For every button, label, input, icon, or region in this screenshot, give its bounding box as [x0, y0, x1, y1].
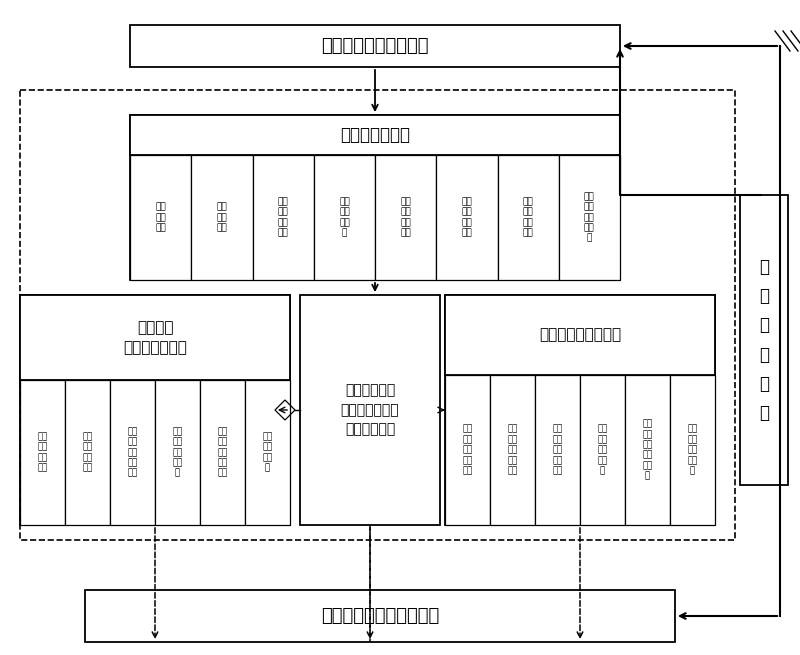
Bar — [200, 380, 245, 525]
Text: 冷凝
水回
收诊
断模
型: 冷凝 水回 收诊 断模 型 — [584, 192, 594, 243]
Bar — [314, 155, 375, 280]
Bar — [110, 380, 155, 525]
Text: 能量系统
优化方案知识库: 能量系统 优化方案知识库 — [123, 320, 187, 355]
Text: 夹点
技术
分析
模型: 夹点 技术 分析 模型 — [522, 197, 534, 238]
Text: 运行
参数
的优
化方
案: 运行 参数 的优 化方 案 — [172, 427, 182, 477]
Text: 气罩
通风
系统
改造
方案: 气罩 通风 系统 改造 方案 — [127, 427, 138, 477]
Bar — [670, 375, 715, 525]
Bar — [20, 90, 735, 540]
Text: 投资
回报
率核
算模
型: 投资 回报 率核 算模 型 — [687, 424, 698, 476]
Text: 能量
平衡
模型: 能量 平衡 模型 — [217, 202, 227, 233]
Text: 优化
过程
控制
系统
方案: 优化 过程 控制 系统 方案 — [218, 427, 228, 477]
Bar — [445, 295, 715, 375]
Bar — [535, 375, 580, 525]
Bar — [436, 155, 498, 280]
Text: 汽模
曲线
优化
方案: 汽模 曲线 优化 方案 — [82, 432, 93, 473]
Bar — [65, 380, 110, 525]
Bar — [20, 295, 290, 380]
Text: 热效
率诊
断模
型: 热效 率诊 断模 型 — [339, 197, 350, 238]
Text: 诊断报告（设
备、设计运行中
存在的问题）: 诊断报告（设 备、设计运行中 存在的问题） — [341, 383, 399, 436]
Text: 物料
平衡
模型: 物料 平衡 模型 — [155, 202, 166, 233]
Text: 人
机
交
互
界
面: 人 机 交 互 界 面 — [759, 258, 769, 422]
Bar — [130, 115, 620, 280]
Bar — [300, 295, 440, 525]
Bar — [580, 375, 625, 525]
Bar — [20, 295, 290, 525]
Text: 烘缸
系统
改造
方案: 烘缸 系统 改造 方案 — [38, 432, 48, 473]
Bar — [85, 590, 675, 642]
Bar — [191, 155, 253, 280]
Text: 能量系统优化算法库: 能量系统优化算法库 — [539, 328, 621, 343]
Text: 汽级
曲线
诊断
模型: 汽级 曲线 诊断 模型 — [400, 197, 411, 238]
Text: 气罩
通风
系统
优化
模型: 气罩 通风 系统 优化 模型 — [552, 424, 562, 476]
Bar — [245, 380, 290, 525]
Bar — [155, 380, 200, 525]
Bar — [558, 155, 620, 280]
Text: 干模
能耗
诊断
模型: 干模 能耗 诊断 模型 — [278, 197, 289, 238]
Text: 通风
系统
诊断
模型: 通风 系统 诊断 模型 — [462, 197, 472, 238]
Bar — [498, 155, 558, 280]
Text: 冷凝
水回
收方
案: 冷凝 水回 收方 案 — [262, 432, 273, 473]
Bar — [625, 375, 670, 525]
Text: 干燥部能量系统优化方案: 干燥部能量系统优化方案 — [321, 607, 439, 625]
Text: 蒸汽
冷凝
水系
统优
化模
型: 蒸汽 冷凝 水系 统优 化模 型 — [642, 419, 653, 481]
Bar — [130, 155, 191, 280]
Bar — [130, 25, 620, 67]
Text: 能量诊断模型库: 能量诊断模型库 — [340, 126, 410, 144]
Text: 数据预处理及导入模块: 数据预处理及导入模块 — [322, 37, 429, 55]
Bar — [253, 155, 314, 280]
Bar — [490, 375, 535, 525]
Bar — [445, 295, 715, 525]
Bar — [20, 380, 65, 525]
Text: 纸页
干燥
曲线
优化
模型: 纸页 干燥 曲线 优化 模型 — [462, 424, 473, 476]
Bar — [740, 195, 788, 485]
Bar — [130, 115, 620, 155]
Text: 烘缸
表面
温度
回归
模型: 烘缸 表面 温度 回归 模型 — [507, 424, 518, 476]
Bar — [375, 155, 436, 280]
Text: 夹点
分析
与优
化模
型: 夹点 分析 与优 化模 型 — [598, 424, 608, 476]
Bar — [445, 375, 490, 525]
